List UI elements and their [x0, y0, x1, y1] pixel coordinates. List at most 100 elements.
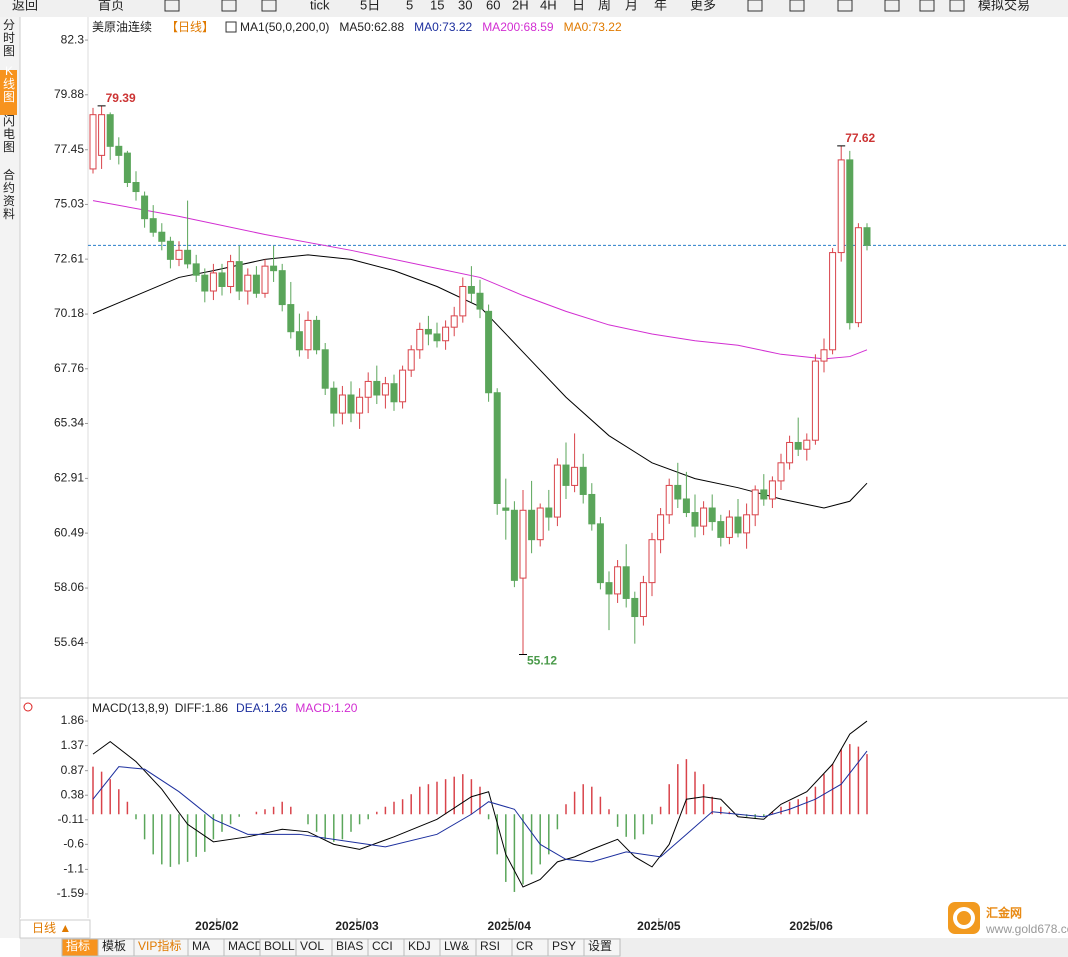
sidebar-tab[interactable]: 料: [3, 207, 15, 221]
candle-body: [407, 349, 415, 371]
indicator-tab[interactable]: 模板: [102, 939, 126, 953]
toolbar-button[interactable]: 60: [486, 0, 500, 12]
candle-body: [158, 231, 166, 242]
toolbar-button[interactable]: 30: [458, 0, 472, 12]
indicator-tab[interactable]: BOLL: [264, 939, 295, 953]
indicator-tab[interactable]: RSI: [480, 939, 500, 953]
indicator-tab[interactable]: KDJ: [408, 939, 431, 953]
candle-body: [829, 252, 837, 351]
logo-icon: [948, 902, 980, 934]
sidebar-tab[interactable]: 图: [3, 140, 15, 154]
toolbar-button[interactable]: 返回: [12, 0, 38, 12]
sidebar-tab[interactable]: K: [5, 64, 13, 78]
toolbar-button[interactable]: 15: [430, 0, 444, 12]
candle-body: [227, 261, 235, 287]
toolbar-button[interactable]: 日: [572, 0, 585, 12]
toolbar-button[interactable]: 年: [654, 0, 667, 12]
sidebar-tab[interactable]: 合: [3, 167, 15, 182]
extreme-label: 77.62: [845, 131, 875, 145]
toolbar-button[interactable]: tick: [310, 0, 330, 12]
y-tick-label: -1.1: [63, 862, 84, 876]
candle-body: [347, 394, 355, 414]
indicator-tab[interactable]: VOL: [300, 939, 324, 953]
indicator-tab[interactable]: PSY: [552, 939, 576, 953]
candle-body: [846, 159, 854, 324]
sidebar-tab[interactable]: 电: [3, 127, 15, 141]
sidebar-tab[interactable]: 约: [3, 180, 15, 195]
candle-body: [424, 328, 432, 335]
candle-body: [184, 249, 192, 265]
toolbar-bg: [0, 0, 1068, 17]
candle-body: [261, 265, 269, 294]
candle-body: [141, 195, 149, 220]
sidebar-tab[interactable]: 资: [3, 194, 15, 208]
toolbar-button[interactable]: 周: [598, 0, 611, 12]
indicator-tab[interactable]: LW&: [444, 939, 469, 953]
y-tick-label: 1.86: [61, 713, 85, 727]
candle-body: [166, 240, 174, 260]
legend-item: MA0:73.22: [564, 20, 622, 34]
sidebar-tab[interactable]: 图: [3, 44, 15, 58]
toolbar-button[interactable]: 5日: [360, 0, 380, 12]
legend-item: MA50:62.88: [339, 20, 404, 34]
toolbar-icon[interactable]: [164, 0, 180, 12]
candle-body: [373, 380, 381, 396]
candle-body: [442, 326, 450, 342]
sidebar-tab[interactable]: 图: [3, 90, 15, 104]
candle-body: [588, 493, 596, 525]
sidebar-active: [0, 70, 17, 115]
sidebar-bg: [0, 17, 20, 938]
toolbar-icon[interactable]: [837, 0, 853, 12]
toolbar-button[interactable]: 月: [625, 0, 638, 12]
toolbar-button[interactable]: 模拟交易: [978, 0, 1030, 12]
indicator-tab[interactable]: BIAS: [336, 939, 363, 953]
candle-body: [433, 333, 441, 342]
indicator-tab[interactable]: MACD: [228, 939, 264, 953]
toolbar-button[interactable]: 2H: [512, 0, 529, 12]
candle-body: [390, 383, 398, 403]
date-bar: [20, 918, 1068, 938]
candle-body: [270, 265, 278, 272]
toolbar-button[interactable]: 首页: [98, 0, 124, 12]
candle-body: [708, 507, 716, 523]
candle-body: [536, 507, 544, 541]
x-tick-label: 2025/06: [789, 919, 833, 933]
toolbar-button[interactable]: 4H: [540, 0, 557, 12]
toolbar-icon[interactable]: [747, 0, 763, 12]
candle-body: [476, 292, 484, 310]
indicator-tab[interactable]: 设置: [588, 939, 612, 953]
logo-name: 汇金网: [986, 905, 1022, 920]
toolbar-button[interactable]: 更多: [690, 0, 716, 12]
candle-body: [553, 464, 561, 518]
toolbar-button[interactable]: 5: [406, 0, 413, 12]
toolbar-icon[interactable]: [261, 0, 277, 12]
settings-icon[interactable]: [23, 702, 33, 712]
toolbar-icon[interactable]: [919, 0, 935, 12]
legend-title: 美原油连续: [92, 19, 152, 34]
sidebar-tab[interactable]: 分: [3, 18, 15, 32]
candle-body: [674, 484, 682, 500]
candle-body: [863, 227, 871, 246]
y-tick-label: 1.37: [61, 738, 85, 752]
toolbar-icon[interactable]: [789, 0, 805, 12]
toolbar-icon[interactable]: [884, 0, 900, 12]
tab[interactable]: [583, 938, 621, 957]
candle-body: [295, 331, 303, 351]
indicator-tab[interactable]: MA: [192, 939, 210, 953]
x-tick-label: 2025/04: [488, 919, 532, 933]
sidebar-tab[interactable]: 时: [3, 31, 15, 45]
indicator-tab[interactable]: VIP指标: [138, 938, 181, 953]
period-tab[interactable]: 日线 ▲: [32, 921, 71, 935]
indicator-tab[interactable]: 指标: [66, 938, 90, 953]
candle-body: [571, 466, 579, 486]
indicator-tab[interactable]: CCI: [372, 939, 393, 953]
indicator-tab[interactable]: CR: [516, 939, 534, 953]
toolbar-icon[interactable]: [949, 0, 965, 12]
toolbar-icon[interactable]: [221, 0, 237, 12]
extreme-label: 55.12: [527, 654, 557, 668]
sidebar-tab[interactable]: 闪: [3, 114, 15, 128]
legend-title: MACD(13,8,9): [92, 701, 169, 715]
sidebar-tab[interactable]: 线: [3, 77, 15, 91]
candle-body: [338, 394, 346, 414]
candle-body: [175, 249, 183, 260]
